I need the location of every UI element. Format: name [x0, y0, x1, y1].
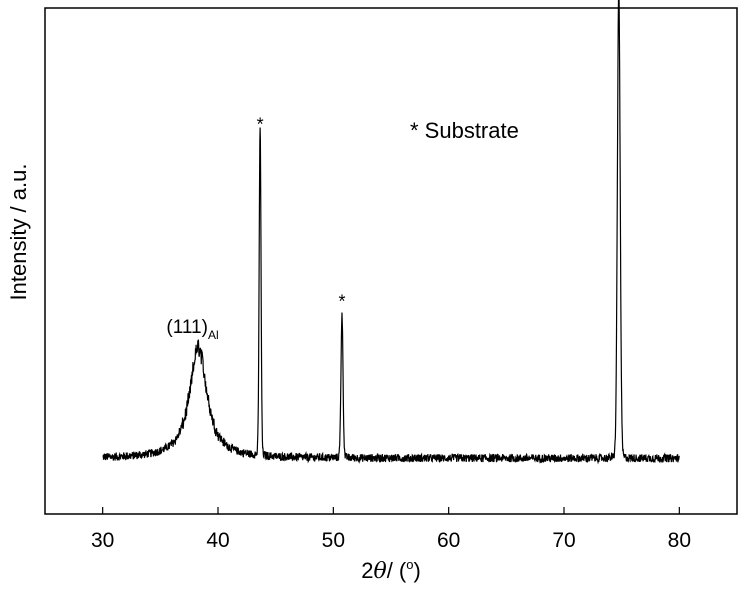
x-tick-label-50: 50 [322, 529, 345, 552]
x-axis-label-prefix: 2 [361, 558, 373, 583]
x-tick-label-70: 70 [552, 529, 575, 552]
x-tick-label-40: 40 [206, 529, 229, 552]
peak-label-substrate-2: * [338, 292, 345, 312]
x-axis-label-suffix: ) [413, 558, 420, 583]
x-tick-label-30: 30 [91, 529, 114, 552]
x-tick-label-80: 80 [668, 529, 691, 552]
x-axis-label: 2θ/ (o) [361, 557, 421, 584]
plot-frame [44, 7, 738, 515]
legend-text: * Substrate [410, 118, 519, 143]
x-axis-tick-labels: 30 40 50 60 70 80 [91, 529, 691, 552]
x-tick-label-60: 60 [437, 529, 460, 552]
peak-label-al111-sub: Al [208, 328, 219, 342]
xrd-pattern-line [102, 0, 680, 465]
x-axis-label-mid: / ( [387, 558, 407, 583]
peak-label-al111: (111)Al [166, 317, 218, 342]
peak-label-substrate-1: * [257, 115, 264, 135]
y-axis-label: Intensity / a.u. [6, 164, 31, 301]
x-axis-label-degree: o [406, 557, 413, 572]
peak-label-al111-main: (111) [166, 317, 208, 338]
x-axis-ticks [102, 507, 680, 514]
peak-labels: (111)Al*** [166, 115, 345, 342]
x-axis-label-theta: θ [373, 559, 386, 584]
